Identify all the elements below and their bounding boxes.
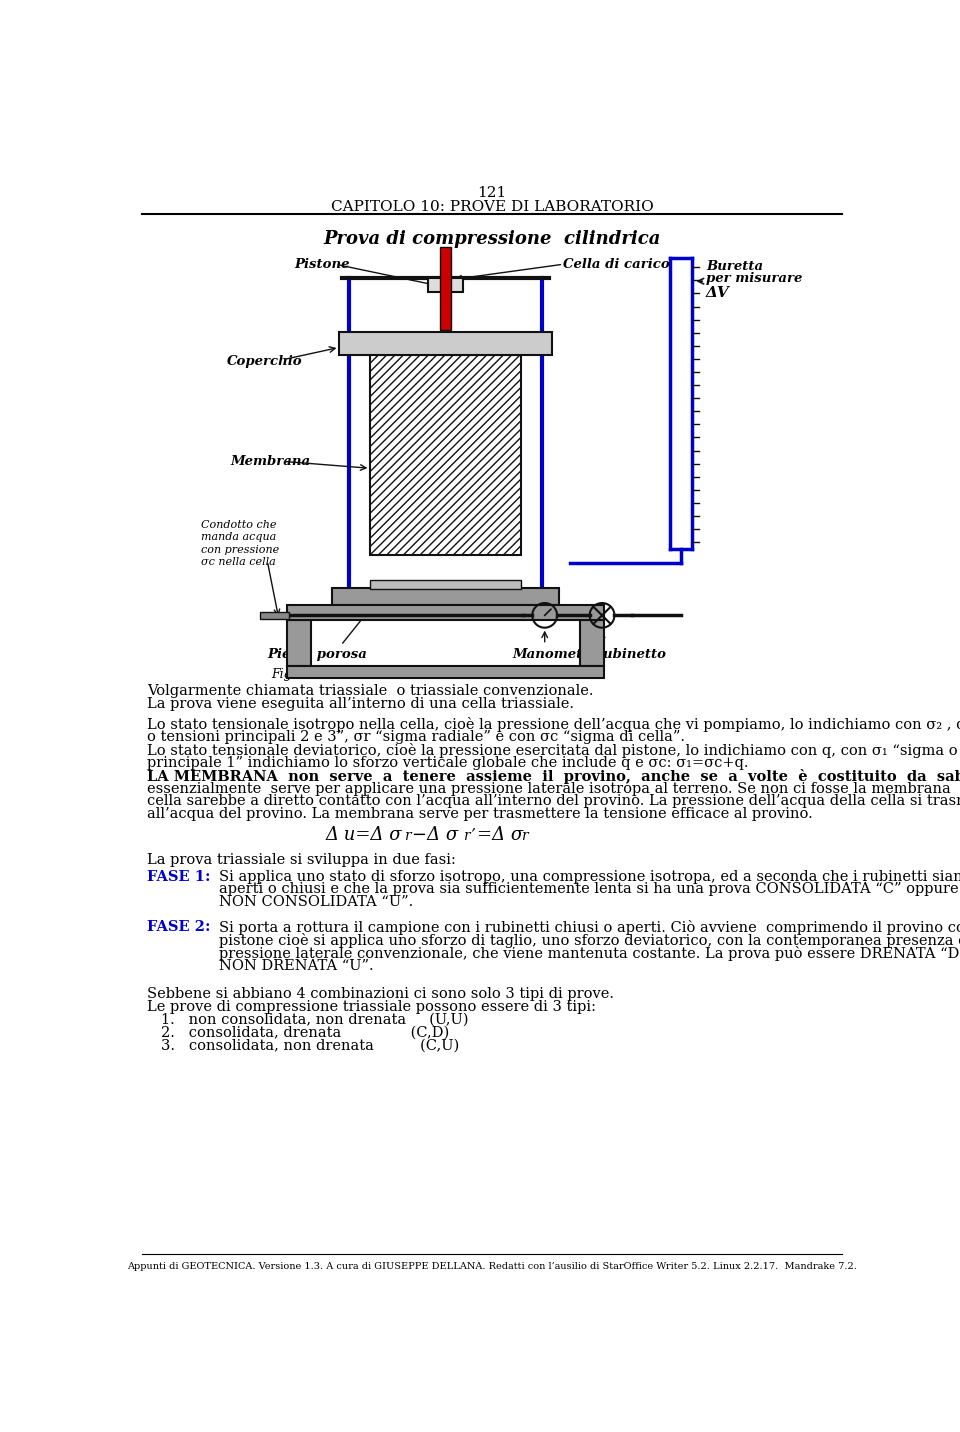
Text: Lo stato tensionale deviatorico, cioè la pressione esercitata dal pistone, lo in: Lo stato tensionale deviatorico, cioè la…	[147, 743, 960, 758]
Text: Rubinetto: Rubinetto	[592, 647, 667, 660]
Text: Coperchio: Coperchio	[227, 355, 302, 368]
Text: r: r	[520, 829, 527, 842]
Bar	[287, 604, 605, 620]
Text: 2.   consolidata, drenata               (C,D): 2. consolidata, drenata (C,D)	[161, 1027, 449, 1040]
Text: Figura 10.14: Figura 10.14	[271, 669, 353, 682]
Text: NON CONSOLIDATA “U”.: NON CONSOLIDATA “U”.	[219, 895, 414, 909]
Bar	[371, 580, 520, 589]
Text: −Δ σ: −Δ σ	[412, 825, 458, 843]
Text: Si porta a rottura il campione con i rubinetti chiusi o aperti. Ciò avviene  com: Si porta a rottura il campione con i rub…	[219, 919, 960, 935]
Text: =Δ σ: =Δ σ	[477, 825, 523, 843]
Bar	[287, 620, 311, 666]
Text: LA MEMBRANA  non  serve  a  tenere  assieme  il  provino,  anche  se  a  volte  : LA MEMBRANA non serve a tenere assieme i…	[147, 769, 960, 783]
Bar	[440, 248, 451, 329]
Text: Sebbene si abbiano 4 combinazioni ci sono solo 3 tipi di prove.: Sebbene si abbiano 4 combinazioni ci son…	[147, 987, 614, 1001]
Text: principale 1” indichiamo lo sforzo verticale globale che include q e σc: σ₁=σc+q: principale 1” indichiamo lo sforzo verti…	[147, 756, 749, 769]
Text: 3.   consolidata, non drenata          (C,U): 3. consolidata, non drenata (C,U)	[161, 1040, 459, 1053]
Text: Le prove di compressione triassiale possono essere di 3 tipi:: Le prove di compressione triassiale poss…	[147, 1000, 596, 1014]
Text: per misurare: per misurare	[706, 272, 803, 285]
Text: o tensioni principali 2 e 3”, σr “sigma radiale” e con σc “sigma di cella”.: o tensioni principali 2 e 3”, σr “sigma …	[147, 730, 685, 743]
Text: 121: 121	[477, 186, 507, 199]
Bar	[259, 611, 289, 619]
Text: Cella di carico: Cella di carico	[564, 258, 670, 271]
Text: manda acqua: manda acqua	[202, 533, 276, 543]
Text: Membrana: Membrana	[230, 455, 310, 468]
Bar	[371, 355, 520, 556]
Text: essenzialmente  serve per applicare una pressione laterale isotropa al terreno. : essenzialmente serve per applicare una p…	[147, 782, 960, 796]
Text: pressione laterale convenzionale, che viene mantenuta costante. La prova può ess: pressione laterale convenzionale, che vi…	[219, 947, 960, 961]
Text: Provino: Provino	[426, 432, 483, 445]
Bar	[331, 587, 560, 604]
Text: σc nella cella: σc nella cella	[202, 557, 276, 567]
Bar	[580, 620, 605, 666]
Text: aperti o chiusi e che la prova sia sufficientemente lenta si ha una prova CONSOL: aperti o chiusi e che la prova sia suffi…	[219, 882, 959, 896]
Text: Si applica uno stato di sforzo isotropo, una compressione isotropa, ed a seconda: Si applica uno stato di sforzo isotropo,…	[219, 869, 960, 884]
Text: Δ u=Δ σ: Δ u=Δ σ	[325, 825, 402, 843]
Text: NON DRENATA “U”.: NON DRENATA “U”.	[219, 959, 373, 972]
Text: Pistone: Pistone	[295, 258, 349, 271]
Text: FASE 1:: FASE 1:	[147, 869, 210, 884]
Text: FASE 2:: FASE 2:	[147, 919, 210, 934]
Text: pistone cioè si applica uno sforzo di taglio, uno sforzo deviatorico, con la con: pistone cioè si applica uno sforzo di ta…	[219, 932, 960, 948]
Text: Volgarmente chiamata triassiale  o triassiale convenzionale.: Volgarmente chiamata triassiale o triass…	[147, 684, 593, 697]
Text: Appunti di GEOTECNICA. Versione 1.3. A cura di GIUSEPPE DELLANA. Redatti con l’a: Appunti di GEOTECNICA. Versione 1.3. A c…	[127, 1262, 857, 1272]
Text: all’acqua del provino. La membrana serve per trasmettere la tensione efficace al: all’acqua del provino. La membrana serve…	[147, 808, 813, 822]
Text: La prova triassiale si sviluppa in due fasi:: La prova triassiale si sviluppa in due f…	[147, 852, 456, 866]
Text: con pressione: con pressione	[202, 544, 279, 554]
Text: cella sarebbe a diretto contatto con l’acqua all’interno del provino. La pressio: cella sarebbe a diretto contatto con l’a…	[147, 795, 960, 809]
Text: ’: ’	[470, 828, 475, 841]
Bar	[428, 278, 463, 292]
Text: Buretta: Buretta	[706, 259, 763, 272]
Bar	[339, 332, 552, 355]
Text: La prova viene eseguita all’interno di una cella triassiale.: La prova viene eseguita all’interno di u…	[147, 697, 574, 710]
Text: Condotto che: Condotto che	[202, 520, 276, 530]
Text: Manometro: Manometro	[512, 647, 598, 660]
Text: Pietra porosa: Pietra porosa	[268, 647, 368, 660]
Text: r: r	[464, 829, 470, 842]
Text: CAPITOLO 10: PROVE DI LABORATORIO: CAPITOLO 10: PROVE DI LABORATORIO	[330, 199, 654, 213]
Text: ΔV: ΔV	[706, 286, 730, 299]
Bar	[287, 666, 605, 679]
Text: 1.   non consolidata, non drenata     (U,U): 1. non consolidata, non drenata (U,U)	[161, 1012, 468, 1027]
Text: Lo stato tensionale isotropo nella cella, cioè la pressione dell’acqua che vi po: Lo stato tensionale isotropo nella cella…	[147, 717, 960, 732]
Text: r: r	[404, 829, 411, 842]
Text: Prova di compressione  cilindrica: Prova di compressione cilindrica	[324, 229, 660, 248]
